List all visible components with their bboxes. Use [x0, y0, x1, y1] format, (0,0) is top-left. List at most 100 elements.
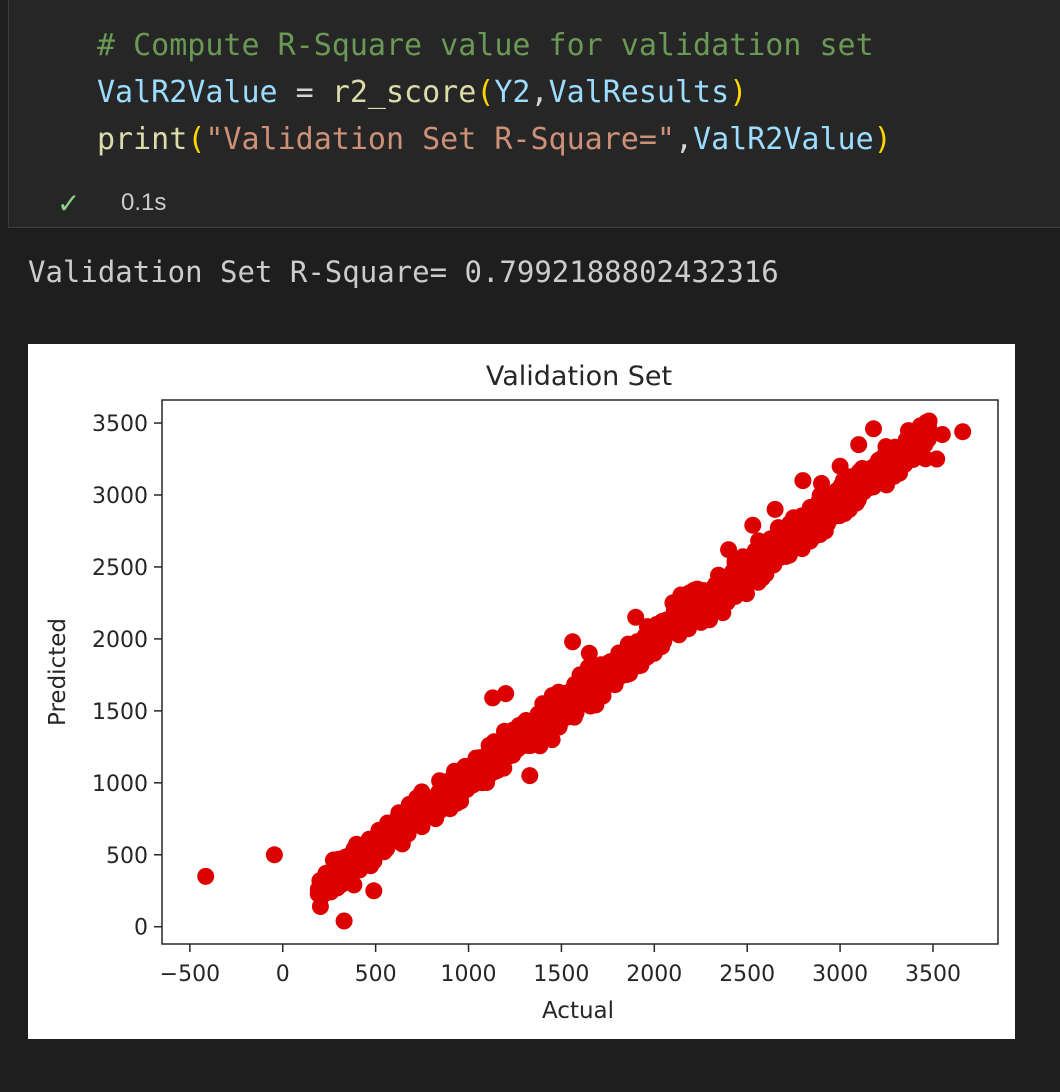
data-point [534, 695, 552, 713]
plot-frame [161, 399, 999, 945]
cell-output-text: Validation Set R-Square= 0.7992188802432… [28, 255, 779, 289]
data-point [620, 654, 638, 672]
data-point [546, 702, 564, 719]
code-token: "Validation Set R-Square=" [205, 122, 675, 157]
data-point [712, 584, 730, 602]
code-token: # Compute R-Square value for validation … [97, 28, 874, 63]
data-point [543, 731, 561, 749]
y-tick-label: 2000 [92, 628, 148, 653]
data-point [920, 412, 938, 430]
x-tick-label: 500 [355, 962, 397, 987]
x-tick-label: 2500 [719, 962, 775, 987]
x-axis-ticks: −500 0 500 1000 1500 2000 2500 3000 3500 [160, 944, 961, 987]
code-token: ) [873, 122, 892, 157]
chart-svg: Validation Set −500 0 500 1000 1500 2000 2500 3… [45, 361, 999, 1024]
code-line[interactable]: # Compute R-Square value for validation … [97, 22, 892, 69]
x-axis-label: Actual [542, 998, 614, 1024]
data-point [679, 616, 697, 634]
chart-title: Validation Set [486, 361, 672, 392]
code-line[interactable]: ValR2Value = r2_score(Y2,ValResults) [97, 69, 892, 116]
data-point [497, 685, 515, 703]
data-point [431, 772, 449, 790]
x-tick-label: 1500 [533, 962, 589, 987]
code-token: r2_score [331, 75, 477, 110]
x-tick-label: 0 [276, 962, 290, 987]
data-point [933, 426, 951, 443]
data-point [460, 759, 477, 777]
data-point [714, 604, 732, 622]
data-point [831, 457, 849, 475]
data-point [580, 644, 598, 662]
data-point [404, 806, 422, 823]
y-tick-label: 0 [134, 916, 148, 941]
data-point [365, 882, 383, 900]
data-point [736, 560, 754, 578]
code-cell[interactable]: # Compute R-Square value for validation … [8, 0, 1060, 228]
data-point [521, 767, 539, 785]
x-tick-label: 2000 [626, 962, 682, 987]
data-point [326, 872, 344, 890]
data-point [757, 565, 775, 583]
data-point [627, 608, 645, 626]
data-point [357, 849, 375, 867]
data-point [515, 719, 533, 737]
code-token: ) [729, 75, 748, 110]
y-tick-label: 500 [106, 844, 148, 869]
code-token: ( [476, 75, 495, 110]
data-point [645, 644, 663, 662]
data-point [720, 541, 738, 559]
data-point [574, 687, 592, 705]
data-point [775, 536, 793, 554]
check-icon: ✓ [57, 186, 81, 220]
x-tick-label: 1000 [441, 962, 497, 987]
data-point [197, 867, 215, 885]
data-point [725, 570, 743, 588]
data-point [845, 476, 863, 494]
data-point [807, 504, 825, 522]
data-point [392, 834, 410, 852]
data-point [701, 601, 719, 619]
data-point [928, 450, 946, 468]
y-tick-label: 3000 [92, 484, 148, 509]
data-point [370, 837, 388, 855]
data-point [265, 846, 283, 864]
code-line[interactable]: print("Validation Set R-Square=",ValR2Va… [97, 116, 892, 163]
x-tick-label: 3500 [905, 962, 961, 987]
data-point [335, 912, 353, 930]
data-point [344, 857, 362, 875]
data-point [746, 542, 764, 560]
code-token: , [530, 75, 549, 110]
code-token: Y2 [494, 75, 531, 110]
code-editor[interactable]: # Compute R-Square value for validation … [97, 22, 892, 163]
data-point [664, 594, 682, 612]
y-tick-label: 3500 [92, 412, 148, 437]
scatter-plot: Validation Set −500 0 500 1000 1500 2000 2500 3… [28, 344, 1015, 1039]
data-point [653, 620, 671, 638]
data-point [422, 795, 440, 813]
x-tick-label: −500 [160, 962, 220, 987]
code-token: ( [187, 122, 206, 157]
y-tick-label: 1000 [92, 772, 148, 797]
data-point [850, 436, 868, 454]
y-tick-label: 2500 [92, 556, 148, 581]
data-point [385, 817, 403, 835]
code-token: , [674, 122, 694, 157]
data-point [744, 516, 762, 534]
code-token: ValResults [548, 75, 730, 110]
data-point [813, 475, 830, 492]
x-tick-label: 3000 [812, 962, 868, 987]
data-point [681, 584, 699, 602]
y-tick-label: 1500 [92, 700, 148, 725]
execution-time: 0.1s [121, 189, 167, 216]
data-point [599, 676, 617, 694]
code-token: ValR2Value [97, 75, 278, 110]
execution-status: ✓ 0.1s [57, 183, 166, 223]
data-point [915, 436, 933, 454]
data-point [506, 731, 524, 749]
data-point [828, 482, 846, 500]
data-point [803, 529, 821, 547]
data-point [571, 666, 589, 684]
data-point [441, 800, 459, 818]
data-point [564, 633, 582, 651]
data-point [954, 423, 972, 441]
